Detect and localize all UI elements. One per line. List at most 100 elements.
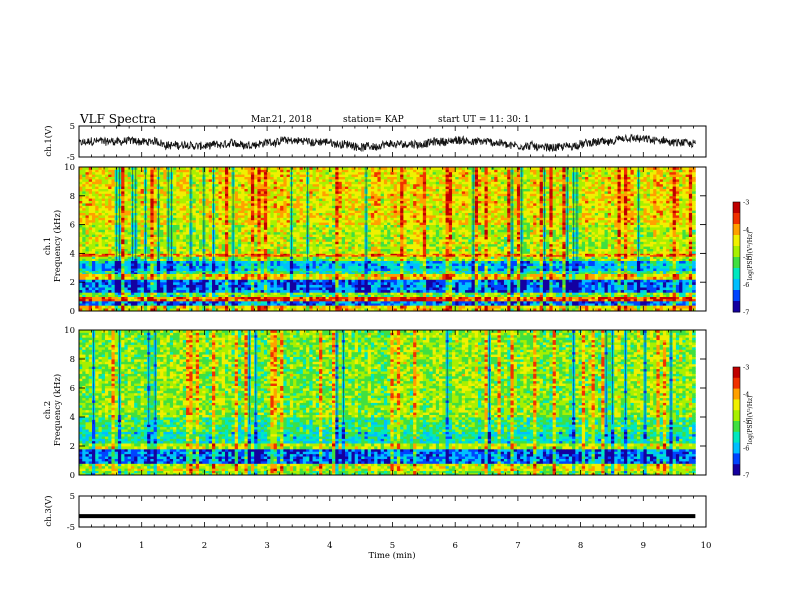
spectrogram-cell xyxy=(150,281,155,285)
spectrogram-cell xyxy=(85,260,90,264)
spectrogram-cell xyxy=(429,287,433,291)
spectrogram-cell xyxy=(117,305,122,309)
spectrogram-cell xyxy=(562,300,566,304)
spectrogram-cell xyxy=(293,265,297,269)
spectrogram-cell xyxy=(147,260,151,264)
spectrogram-cell xyxy=(520,284,524,288)
spectrogram-cell xyxy=(445,258,450,261)
spectrogram-cell xyxy=(396,279,401,283)
spectrogram-cell xyxy=(260,294,265,297)
spectrogram-cell xyxy=(688,281,693,285)
spectrogram-cell xyxy=(341,272,346,274)
spectrogram-cell xyxy=(429,260,433,264)
spectrogram-cell xyxy=(367,265,372,269)
spectrogram-cell xyxy=(494,263,498,267)
spectrogram-cell xyxy=(503,254,508,257)
spectrogram-cell xyxy=(218,254,223,257)
spectrogram-cell xyxy=(189,287,193,291)
spectrogram-cell xyxy=(338,303,343,306)
spectrogram-cell xyxy=(429,281,433,285)
spectrogram-cell xyxy=(215,258,219,261)
spectrogram-cell xyxy=(445,270,450,273)
spectrogram-cell xyxy=(520,272,524,274)
spectrogram-cell xyxy=(526,272,531,274)
spectrogram-cell xyxy=(121,281,125,285)
spectrogram-cell xyxy=(400,294,404,297)
spectrogram-cell xyxy=(416,258,421,261)
spectrogram-cell xyxy=(468,260,472,264)
spectrogram-cell xyxy=(351,289,356,293)
spectrogram-cell xyxy=(215,279,219,283)
spectrogram-cell xyxy=(88,292,93,295)
spectrogram-cell xyxy=(338,308,343,312)
spectrogram-cell xyxy=(653,292,657,295)
spectrogram-cell xyxy=(296,294,300,297)
spectrogram-cell xyxy=(435,251,440,254)
spectrogram-cell xyxy=(601,284,605,288)
spectrogram-cell xyxy=(224,272,229,274)
spectrogram-cell xyxy=(325,270,330,273)
spectrogram-cell xyxy=(224,303,229,306)
spectrogram-cell xyxy=(461,303,466,306)
spectrogram-cell xyxy=(247,289,252,293)
spectrogram-cell xyxy=(393,272,398,274)
spectrogram-cell xyxy=(552,308,557,312)
spectrogram-cell xyxy=(507,256,511,259)
ch1-spectrogram-cells xyxy=(79,167,696,312)
spectrogram-cell xyxy=(341,256,346,259)
spectrogram-cell xyxy=(458,268,463,272)
spectrogram-cell xyxy=(328,308,333,312)
spectrogram-cell xyxy=(160,300,164,304)
spectrogram-cell xyxy=(646,276,651,280)
spectrogram-cell xyxy=(640,279,644,283)
spectrogram-cell xyxy=(234,276,239,280)
spectrogram-cell xyxy=(572,268,576,272)
spectrogram-cell xyxy=(241,292,245,295)
spectrogram-cell xyxy=(380,296,385,300)
spectrogram-cell xyxy=(529,258,534,261)
spectrogram-cell xyxy=(416,265,421,269)
spectrogram-cell xyxy=(85,276,90,280)
spectrogram-cell xyxy=(490,258,495,261)
spectrogram-cell xyxy=(461,287,466,291)
spectrogram-cell xyxy=(234,308,239,312)
spectrogram-cell xyxy=(160,272,164,274)
spectrogram-cell xyxy=(354,294,359,297)
spectrogram-cell xyxy=(315,296,320,300)
spectrogram-cell xyxy=(335,263,339,267)
spectrogram-cell xyxy=(627,258,631,261)
spectrogram-cell xyxy=(143,276,148,280)
spectrogram-cell xyxy=(357,265,362,269)
spectrogram-cell xyxy=(409,260,414,264)
spectrogram-cell xyxy=(186,268,190,272)
spectrogram-cell xyxy=(367,292,372,295)
spectrogram-cell xyxy=(322,300,326,304)
spectrogram-cell xyxy=(585,260,589,264)
spectrogram-cell xyxy=(487,273,492,277)
spectrogram-cell xyxy=(341,258,346,261)
spectrogram-cell xyxy=(241,276,245,280)
spectrogram-cell xyxy=(448,287,453,291)
spectrogram-cell xyxy=(513,300,518,304)
spectrogram-cell xyxy=(192,272,197,274)
spectrogram-cell xyxy=(296,287,300,291)
spectrogram-cell xyxy=(267,281,271,285)
spectrogram-cell xyxy=(205,254,210,257)
spectrogram-cell xyxy=(672,263,677,267)
spectrogram-cell xyxy=(179,287,184,291)
spectrogram-cell xyxy=(594,292,599,295)
spectrogram-cell xyxy=(351,300,356,304)
spectrogram-cell xyxy=(228,263,232,267)
spectrogram-cell xyxy=(452,272,456,274)
spectrogram-cell xyxy=(387,279,391,283)
spectrogram-cell xyxy=(578,289,583,293)
spectrogram-cell xyxy=(124,273,129,277)
spectrogram-cell xyxy=(549,300,554,304)
spectrogram-cell xyxy=(662,305,667,309)
spectrogram-cell xyxy=(617,287,622,291)
spectrogram-cell xyxy=(192,294,197,297)
spectrogram-cell xyxy=(111,256,116,259)
spectrogram-cell xyxy=(533,308,537,312)
spectrogram-cell xyxy=(575,289,579,293)
spectrogram-cell xyxy=(143,292,148,295)
